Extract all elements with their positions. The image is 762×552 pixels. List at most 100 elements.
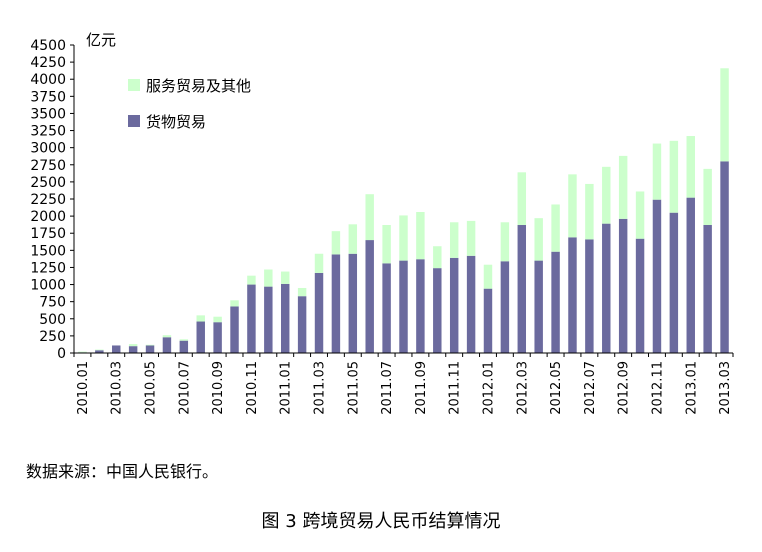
bar-services-2012.10: [635, 191, 645, 239]
bar-goods-2012.09: [618, 218, 628, 353]
bar-services-2012.08: [602, 166, 611, 224]
bar-goods-2011.02: [297, 296, 307, 353]
bar-services-2010.02: [95, 349, 104, 351]
x-tick-label: 2011.09: [414, 361, 429, 415]
x-tick-label: 2010.07: [177, 361, 192, 415]
bar-services-2010.11: [247, 275, 256, 285]
y-tick-label: 2500: [30, 175, 66, 191]
bar-services-2012.09: [618, 155, 628, 219]
bar-services-2010.07: [179, 339, 189, 341]
bar-goods-2013.02: [703, 225, 712, 353]
bar-goods-2011.01: [280, 283, 290, 353]
bar-goods-2012.08: [602, 223, 611, 353]
bar-services-2012.06: [568, 174, 577, 238]
legend-label-goods: 货物贸易: [146, 113, 206, 131]
x-tick-label: 2012.09: [617, 361, 632, 415]
bar-goods-2010.04: [128, 346, 138, 353]
figure-caption: 图 3 跨境贸易人民币结算情况: [261, 511, 501, 532]
y-tick-label: 0: [57, 346, 66, 362]
bar-services-2011.12: [466, 220, 476, 256]
y-tick-label: 4000: [30, 72, 66, 88]
bar-services-2011.09: [416, 212, 425, 260]
bar-goods-2011.05: [348, 253, 358, 353]
bar-services-2010.01: [78, 351, 87, 353]
x-tick-label: 2011.01: [279, 361, 294, 415]
bar-goods-2010.12: [264, 286, 273, 353]
legend-swatch-services: [128, 79, 140, 91]
x-tick-label: 2012.11: [650, 361, 665, 415]
bar-goods-2011.10: [433, 268, 442, 353]
y-tick-label: 2250: [30, 192, 66, 208]
bar-services-2011.07: [382, 225, 391, 264]
bar-services-2012.05: [551, 204, 560, 252]
y-tick-label: 3500: [30, 106, 66, 122]
y-tick-label: 250: [39, 329, 66, 345]
bar-services-2012.02: [500, 222, 510, 262]
y-tick-label: 3750: [30, 89, 66, 105]
bar-goods-2012.12: [669, 212, 679, 353]
bar-services-2010.06: [162, 335, 172, 338]
bar-goods-2010.10: [230, 306, 239, 353]
bar-services-2012.12: [669, 140, 679, 213]
bar-goods-2012.02: [500, 261, 510, 353]
bar-goods-2010.03: [112, 345, 121, 353]
x-tick-label: 2012.05: [549, 361, 564, 415]
y-tick-label: 3250: [30, 124, 66, 140]
bar-services-2012.03: [517, 172, 527, 226]
x-tick-label: 2013.03: [718, 361, 733, 415]
bar-goods-2012.07: [585, 239, 594, 353]
y-tick-label: 1000: [30, 278, 66, 294]
bar-services-2013.02: [703, 168, 712, 225]
bar-services-2010.04: [128, 344, 138, 347]
y-tick-label: 500: [39, 312, 66, 328]
legend-label-services: 服务贸易及其他: [146, 77, 251, 95]
x-tick-label: 2011.07: [380, 361, 395, 415]
bar-goods-2010.08: [196, 321, 205, 353]
bar-services-2011.10: [433, 246, 442, 269]
x-tick-label: 2010.01: [76, 361, 91, 415]
y-tick-label: 1500: [30, 243, 66, 259]
axes-group: [70, 44, 734, 357]
bar-goods-2012.11: [652, 199, 662, 353]
bar-goods-2012.01: [483, 288, 493, 353]
legend-swatch-goods: [128, 115, 140, 127]
bar-services-2011.03: [314, 253, 324, 273]
bar-goods-2011.04: [331, 254, 341, 353]
bar-goods-2013.01: [686, 197, 695, 353]
bar-services-2012.11: [652, 143, 662, 200]
bar-services-2012.07: [585, 183, 594, 240]
bar-services-2010.05: [145, 344, 155, 346]
x-tick-label: 2012.07: [583, 361, 598, 415]
bar-goods-2011.09: [416, 259, 425, 353]
bar-goods-2011.07: [382, 263, 391, 353]
y-tick-label: 1750: [30, 226, 66, 242]
bar-services-2011.06: [365, 194, 374, 241]
data-source-note: 数据来源：中国人民银行。: [26, 462, 219, 481]
x-tick-label: 2011.05: [346, 361, 361, 415]
bar-services-2011.05: [348, 224, 358, 254]
x-tick-label: 2010.11: [245, 361, 260, 415]
bar-goods-2013.03: [720, 161, 729, 353]
bar-goods-2010.02: [95, 350, 104, 353]
x-tick-label: 2010.03: [110, 361, 125, 415]
x-tick-label: 2012.03: [515, 361, 530, 415]
bar-goods-2011.08: [399, 260, 408, 353]
bar-services-2013.01: [686, 136, 695, 198]
x-tick-label: 2012.01: [481, 361, 496, 415]
bar-goods-2012.10: [635, 238, 645, 353]
x-tick-labels: 2010.01 2010.03 2010.05 2010.07 2010.09 2010.…: [76, 361, 733, 415]
bar-services-2011.04: [331, 231, 341, 255]
y-tick-label: 1250: [30, 260, 66, 276]
y-tick-label: 4500: [30, 38, 66, 54]
bar-goods-2011.11: [449, 257, 459, 353]
bar-goods-2010.09: [213, 322, 222, 353]
x-tick-label: 2010.05: [144, 361, 159, 415]
bar-services-2010.12: [264, 269, 273, 287]
bars-group: [78, 68, 729, 353]
x-tick-label: 2011.03: [313, 361, 328, 415]
legend: 服务贸易及其他 货物贸易: [128, 77, 251, 131]
y-tick-label: 750: [39, 295, 66, 311]
bar-services-2012.04: [534, 218, 543, 261]
